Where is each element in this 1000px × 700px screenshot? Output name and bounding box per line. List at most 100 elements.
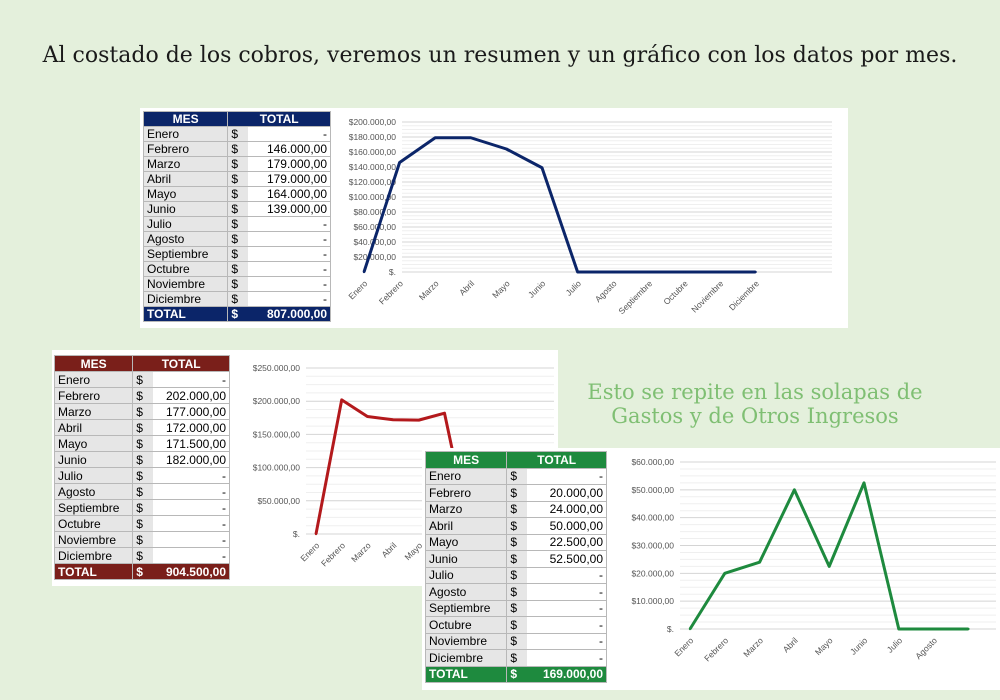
income-chart: $. $20.000,00 $40.000,00 $60.000,00 $80.000,…	[338, 110, 844, 326]
month-header: MES	[53, 355, 134, 372]
month-cell: Junio	[53, 451, 134, 468]
table-row: Junio $52.500,00	[424, 550, 608, 568]
table-row: Octubre $ -	[142, 261, 332, 277]
table-row: Septiembre $ -	[142, 246, 332, 262]
data-point	[398, 161, 401, 164]
month-cell: Abril	[53, 419, 134, 436]
total-row: TOTAL $169.000,00	[424, 665, 608, 683]
table-row: Diciembre $ -	[53, 547, 231, 564]
table-row: Octubre $ -	[424, 616, 608, 634]
currency-cell: $	[506, 550, 528, 568]
month-cell: Enero	[142, 126, 229, 142]
amount-cell: -	[527, 632, 608, 650]
data-point	[505, 147, 508, 151]
currency-cell: $	[227, 126, 249, 142]
amount-cell: 22.500,00	[527, 533, 608, 551]
y-tick-label: $250.000,00	[253, 363, 301, 373]
other-income-panel: MES TOTAL Enero $ - Febrero $20.000,00 Marzo $24…	[422, 448, 1000, 690]
x-tick-label: Junio	[526, 278, 548, 300]
amount-cell: 20.000,00	[527, 484, 608, 502]
data-point	[932, 627, 935, 631]
other-income-chart: $. $10.000,00 $20.000,00 $30.000,00 $40.000,…	[608, 452, 998, 688]
total-label: TOTAL	[142, 306, 229, 322]
data-point	[469, 136, 472, 139]
amount-cell: 179.000,00	[248, 171, 332, 187]
table-row: Mayo $171.500,00	[53, 435, 231, 452]
currency-cell: $	[132, 371, 154, 388]
amount-cell: 146.000,00	[248, 141, 332, 157]
y-tick-label: $.	[667, 624, 674, 634]
x-tick-label: Febrero	[702, 635, 730, 663]
month-cell: Marzo	[142, 156, 229, 172]
total-header: TOTAL	[506, 451, 607, 469]
x-tick-label: Enero	[672, 635, 695, 658]
y-tick-label: $50.000,00	[631, 485, 674, 495]
table-row: Junio $139.000,00	[142, 201, 332, 217]
y-tick-label: $10.000,00	[631, 596, 674, 606]
month-cell: Febrero	[424, 484, 508, 502]
month-cell: Diciembre	[53, 547, 134, 564]
month-cell: Junio	[424, 550, 508, 568]
x-tick-label: Julio	[564, 278, 584, 298]
page-heading: Al costado de los cobros, veremos un res…	[42, 43, 958, 68]
currency-cell: $	[506, 566, 528, 584]
table-row: Diciembre $ -	[424, 649, 608, 667]
y-tick-label: $200.000,00	[253, 396, 301, 406]
income-panel: MES TOTAL Enero $ - Febrero $146.000,00 Marzo $1…	[140, 108, 848, 328]
currency-cell: $	[506, 583, 528, 601]
currency-cell: $	[132, 403, 154, 420]
currency-cell: $	[132, 419, 154, 436]
income-summary-table: MES TOTAL Enero $ - Febrero $146.000,00 Marzo $1…	[142, 111, 332, 322]
table-row: Mayo $22.500,00	[424, 533, 608, 551]
repeat-note: Esto se repite en las solapas de Gastos …	[587, 380, 923, 428]
other-income-summary-table: MES TOTAL Enero $ - Febrero $20.000,00 Marzo $24…	[424, 451, 608, 683]
currency-cell: $	[132, 451, 154, 468]
month-cell: Julio	[424, 566, 508, 584]
currency-cell: $	[506, 467, 528, 485]
x-tick-label: Mayo	[813, 635, 835, 657]
table-row: Febrero $202.000,00	[53, 387, 231, 404]
x-tick-label: Agosto	[593, 278, 619, 304]
table-row: Febrero $20.000,00	[424, 484, 608, 502]
month-cell: Octubre	[53, 515, 134, 532]
currency-cell: $	[132, 499, 154, 516]
amount-cell: -	[527, 583, 608, 601]
month-cell: Octubre	[142, 261, 229, 277]
total-header: TOTAL	[132, 355, 230, 372]
amount-cell: 24.000,00	[527, 500, 608, 518]
y-tick-label: $.	[389, 267, 396, 277]
amount-cell: -	[153, 371, 231, 388]
table-row: Abril $179.000,00	[142, 171, 332, 187]
month-cell: Mayo	[53, 435, 134, 452]
amount-cell: -	[248, 231, 332, 247]
total-amount: 807.000,00	[248, 306, 332, 322]
y-tick-label: $100.000,00	[349, 192, 397, 202]
x-tick-label: Abril	[379, 540, 398, 559]
table-row: Diciembre $ -	[142, 291, 332, 307]
month-cell: Marzo	[424, 500, 508, 518]
amount-cell: 182.000,00	[153, 451, 231, 468]
currency-cell: $	[227, 246, 249, 262]
currency-cell: $	[506, 484, 528, 502]
data-point	[434, 136, 437, 139]
month-cell: Noviembre	[53, 531, 134, 548]
y-tick-label: $20.000,00	[353, 252, 396, 262]
table-row: Noviembre $ -	[142, 276, 332, 292]
currency-cell: $	[227, 171, 249, 187]
data-point	[314, 532, 318, 536]
y-tick-label: $60.000,00	[353, 222, 396, 232]
table-row: Febrero $146.000,00	[142, 141, 332, 157]
month-cell: Enero	[53, 371, 134, 388]
month-cell: Agosto	[142, 231, 229, 247]
y-tick-label: $100.000,00	[253, 463, 301, 473]
x-tick-label: Marzo	[741, 635, 765, 659]
currency-cell: $	[506, 632, 528, 650]
currency-cell: $	[506, 616, 528, 634]
table-row: Agosto $ -	[424, 583, 608, 601]
month-cell: Marzo	[53, 403, 134, 420]
x-tick-label: Marzo	[349, 540, 373, 564]
table-row: Marzo $24.000,00	[424, 500, 608, 518]
amount-cell: -	[153, 531, 231, 548]
y-tick-label: $60.000,00	[631, 457, 674, 467]
currency-cell: $	[506, 533, 528, 551]
